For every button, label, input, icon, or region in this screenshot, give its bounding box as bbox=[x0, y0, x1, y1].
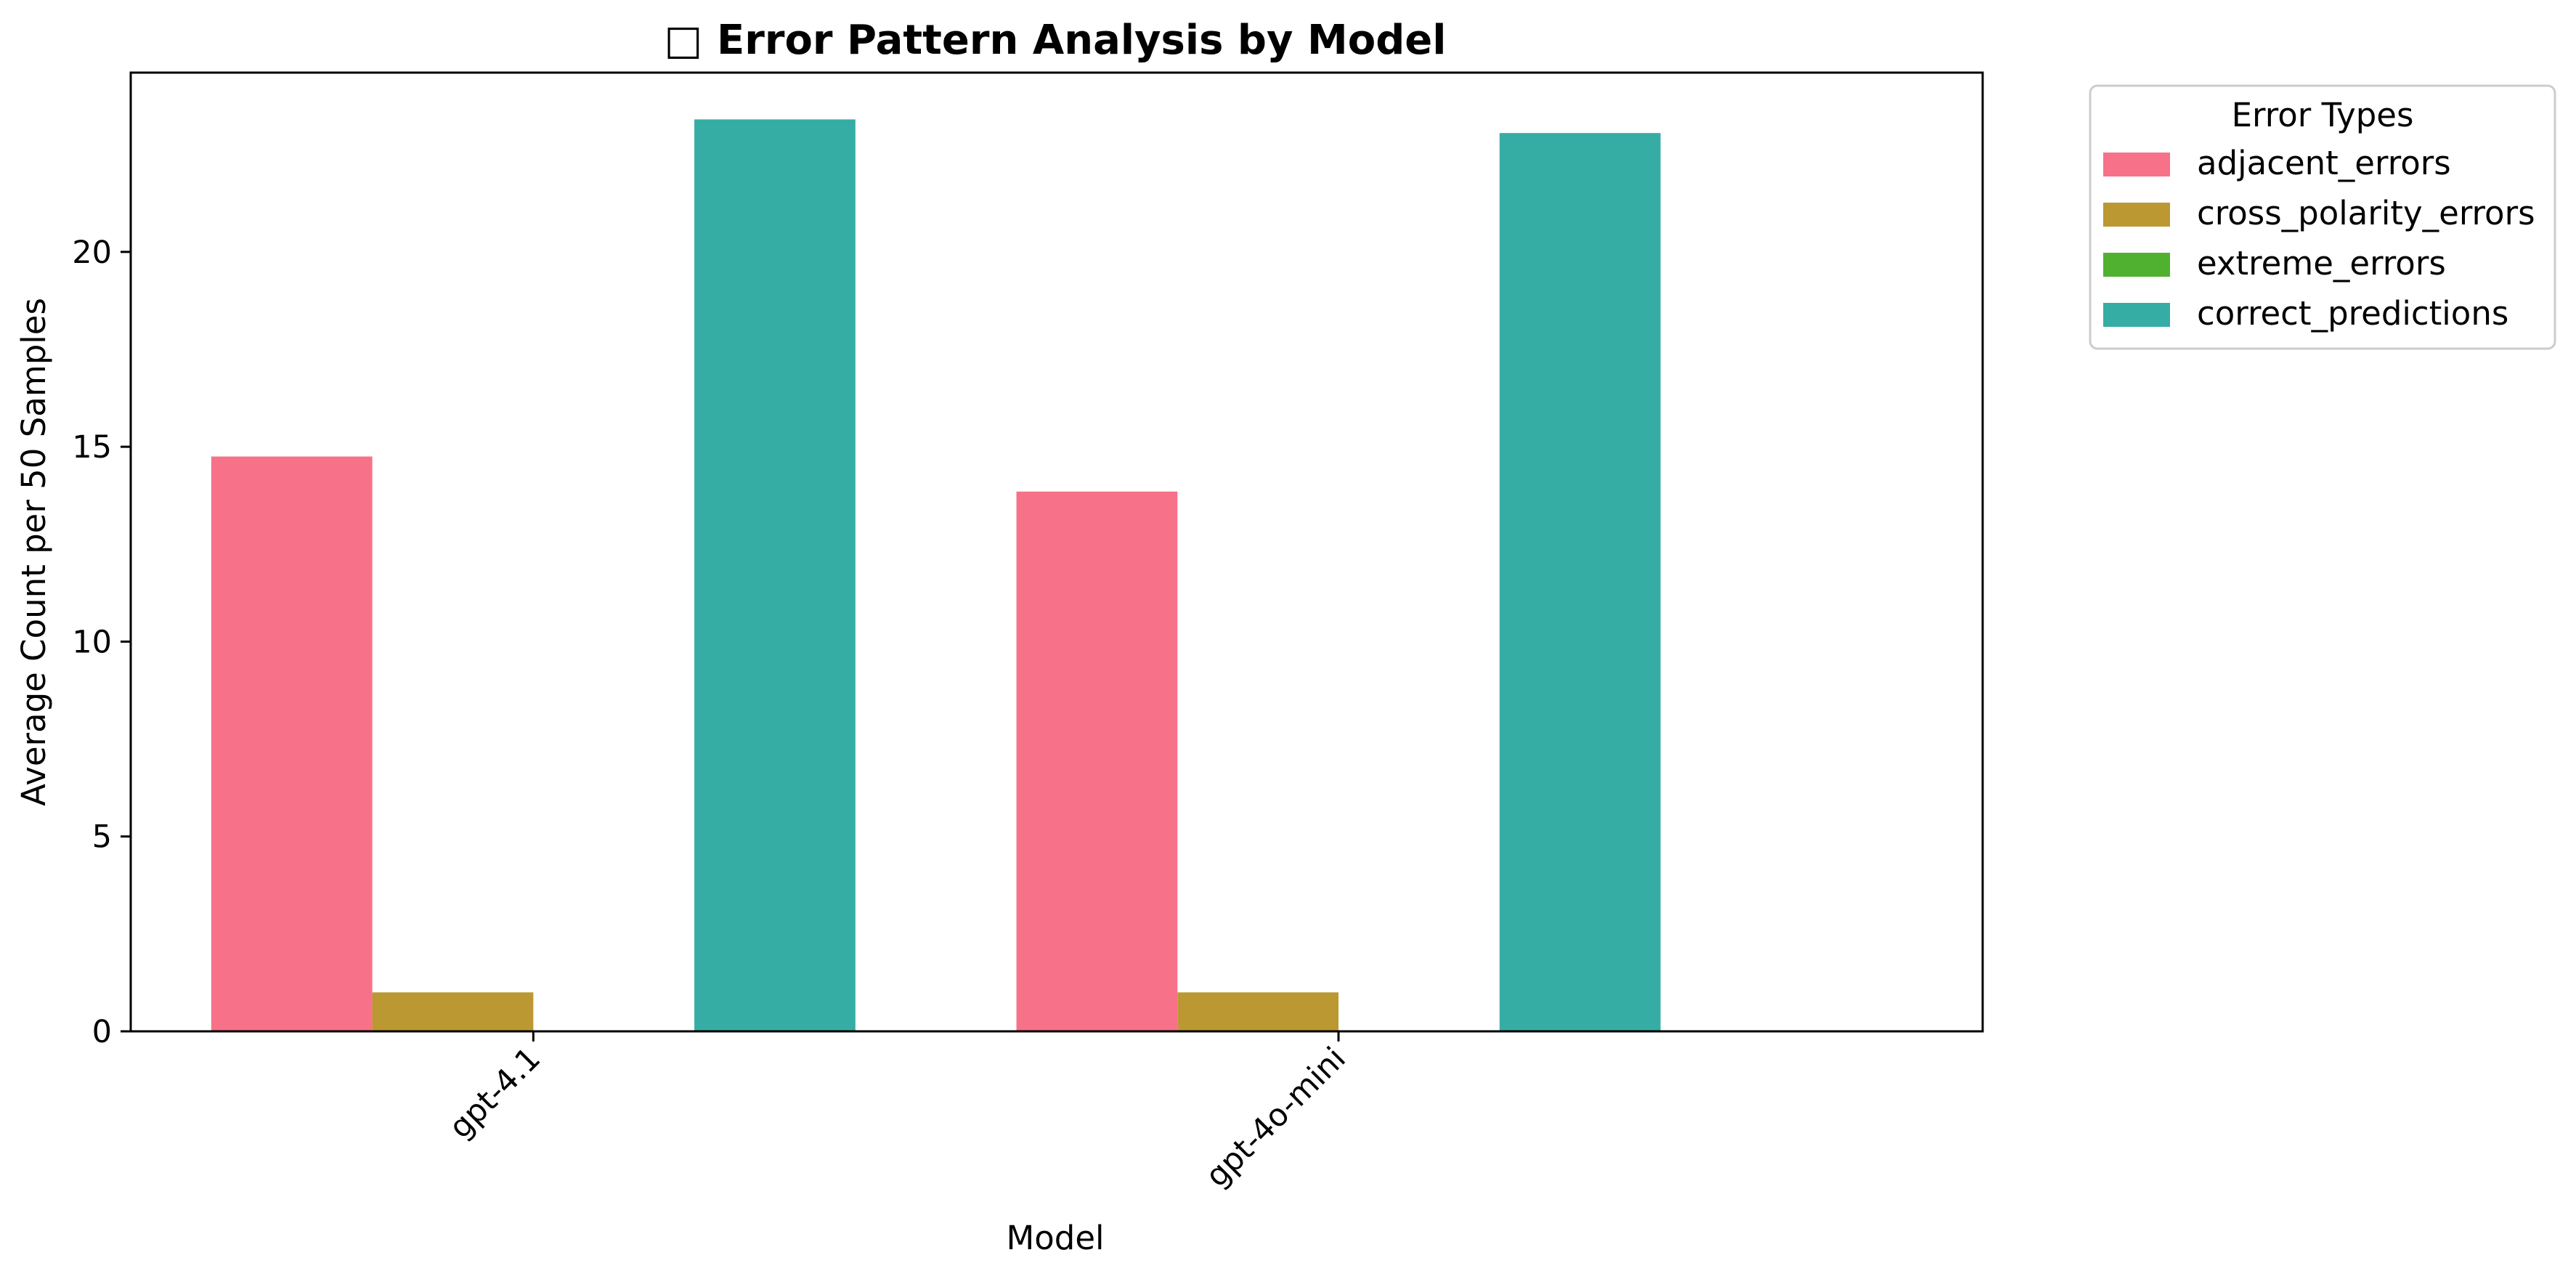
legend-label-extreme_errors: extreme_errors bbox=[2197, 244, 2446, 283]
y-axis-title: Average Count per 50 Samples bbox=[15, 298, 53, 806]
legend-title: Error Types bbox=[2232, 96, 2414, 134]
y-axis-ticks: 0 5 10 15 20 bbox=[72, 235, 131, 1050]
x-axis-title: Model bbox=[1006, 1219, 1104, 1257]
x-tick-label: gpt-4.1 bbox=[442, 1040, 548, 1145]
legend-frame bbox=[2089, 84, 2556, 350]
y-tick-label: 0 bbox=[92, 1014, 112, 1050]
y-tick-label: 5 bbox=[92, 819, 112, 856]
legend-label-correct_predictions: correct_predictions bbox=[2197, 294, 2508, 333]
y-tick-label: 20 bbox=[72, 235, 112, 271]
x-tick-label: gpt-4o-mini bbox=[1199, 1040, 1353, 1194]
bar-correct_predictions-gpt-4.1 bbox=[694, 119, 856, 1031]
legend-label-cross_polarity_errors: cross_polarity_errors bbox=[2197, 194, 2535, 232]
y-tick-label: 15 bbox=[72, 429, 112, 466]
bars-group bbox=[211, 119, 1661, 1031]
bar-adjacent_errors-gpt-4o-mini bbox=[1016, 491, 1178, 1031]
bar-cross_polarity_errors-gpt-4o-mini bbox=[1177, 992, 1339, 1031]
x-axis-ticks: gpt-4.1 gpt-4o-mini bbox=[442, 1031, 1353, 1195]
legend-swatch-correct_predictions bbox=[2103, 303, 2170, 327]
legend-swatch-extreme_errors bbox=[2103, 253, 2170, 277]
bar-cross_polarity_errors-gpt-4.1 bbox=[372, 992, 534, 1031]
legend-items: adjacent_errors cross_polarity_errorsextr… bbox=[2103, 144, 2535, 333]
legend: Error Types adjacent_errors cross_polarit… bbox=[2089, 84, 2556, 350]
plot-area-frame bbox=[129, 71, 1984, 1033]
y-tick-label: 10 bbox=[72, 624, 112, 660]
bar-correct_predictions-gpt-4o-mini bbox=[1499, 133, 1661, 1031]
legend-swatch-cross_polarity_errors bbox=[2103, 203, 2170, 227]
bar-adjacent_errors-gpt-4.1 bbox=[211, 456, 373, 1031]
legend-swatch-adjacent_errors bbox=[2103, 153, 2170, 176]
legend-label-adjacent_errors: adjacent_errors bbox=[2197, 144, 2451, 182]
chart-title: □ Error Pattern Analysis by Model bbox=[665, 17, 1447, 64]
